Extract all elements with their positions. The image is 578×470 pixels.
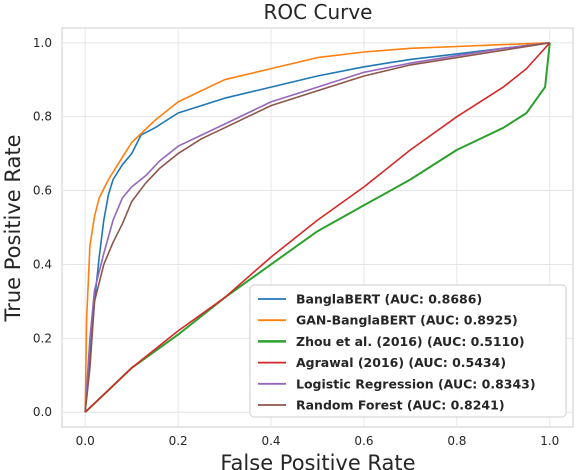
x-axis-label: False Positive Rate [220,451,415,470]
series-group [84,42,551,413]
x-tick-label: 0.0 [76,434,95,448]
y-tick-label: 0.6 [33,184,52,198]
x-tick-labels: 0.0 0.2 0.4 0.6 0.8 1.0 [76,434,560,448]
legend: BanglaBERT (AUC: 0.8686) GAN-BanglaBERT (… [249,284,567,418]
legend-label-4: Agrawal (2016) (AUC: 0.5434) [296,355,506,370]
y-tick-label: 1.0 [33,36,52,50]
legend-label-5: Logistic Regression (AUC: 0.8343) [296,376,536,391]
x-tick-label: 0.2 [169,434,188,448]
x-tick-label: 0.4 [261,434,280,448]
legend-box [249,284,567,418]
y-tick-label: 0.0 [33,405,52,419]
legend-label-2: GAN-BanglaBERT (AUC: 0.8925) [296,313,518,328]
y-tick-label: 0.8 [33,110,52,124]
legend-label-6: Random Forest (AUC: 0.8241) [296,398,505,413]
y-tick-labels: 0.0 0.2 0.4 0.6 0.8 1.0 [33,36,52,419]
series-line-2 [84,42,550,413]
x-tick-label: 1.0 [540,434,559,448]
legend-label-1: BanglaBERT (AUC: 0.8686) [296,292,482,307]
series-line-6 [84,42,550,413]
x-tick-label: 0.8 [447,434,466,448]
y-axis-label: True Positive Rate [1,134,25,322]
y-tick-label: 0.2 [33,331,52,345]
y-tick-label: 0.4 [33,257,52,271]
chart-title: ROC Curve [264,0,373,24]
x-tick-label: 0.6 [354,434,373,448]
series-line-5 [84,42,550,413]
series-line-4 [84,42,551,413]
legend-label-3: Zhou et al. (2016) (AUC: 0.5110) [296,334,525,349]
